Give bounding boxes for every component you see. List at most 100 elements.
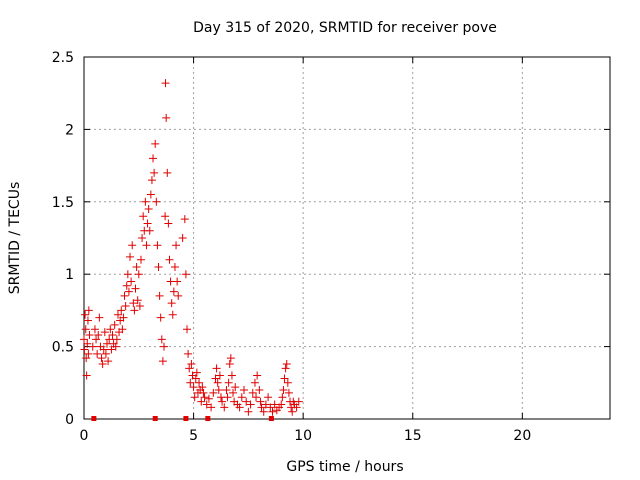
data-point [261, 400, 270, 409]
data-point [149, 154, 158, 163]
data-point [155, 291, 164, 300]
data-point [259, 407, 268, 416]
data-point [80, 345, 89, 354]
data-point [246, 400, 255, 409]
data-point [151, 139, 160, 148]
data-point [174, 291, 183, 300]
data-point [161, 79, 170, 88]
data-point [123, 270, 132, 279]
data-point [279, 386, 288, 395]
data-point [124, 287, 133, 296]
y-tick-label: 1 [65, 267, 74, 283]
x-tick-label: 20 [513, 428, 531, 444]
data-point [158, 357, 167, 366]
y-tick-label: 2.5 [52, 50, 74, 66]
data-point [156, 313, 165, 322]
data-point [159, 342, 168, 351]
data-point [82, 371, 91, 380]
data-point [189, 383, 198, 392]
data-point [237, 393, 246, 402]
data-point [209, 388, 218, 397]
data-point [165, 255, 174, 264]
data-point [278, 393, 287, 402]
x-axis-ticks: 0 5 10 15 20 [80, 57, 531, 444]
data-point [106, 325, 115, 334]
data-point [191, 374, 200, 383]
data-point [198, 383, 207, 392]
y-tick-label: 0 [65, 412, 74, 428]
data-point [88, 342, 97, 351]
data-point [134, 270, 143, 279]
data-point [133, 296, 142, 305]
data-point [139, 212, 148, 221]
data-point [169, 287, 178, 296]
y-tick-label: 0.5 [52, 340, 74, 356]
data-point [256, 397, 265, 406]
data-point [173, 277, 182, 286]
data-point [80, 335, 88, 344]
data-point [253, 371, 262, 380]
data-point [141, 197, 150, 206]
data-point [121, 302, 130, 311]
data-point [150, 168, 159, 177]
zero-data-point [152, 416, 158, 421]
data-point [225, 359, 234, 368]
data-point [168, 310, 177, 319]
data-point [294, 397, 303, 406]
data-point [197, 397, 206, 406]
data-point [186, 378, 195, 387]
data-point [146, 190, 155, 199]
data-point [211, 374, 220, 383]
data-point [204, 394, 213, 403]
x-tick-label: 0 [80, 428, 89, 444]
data-points [80, 79, 303, 421]
data-point [117, 306, 126, 315]
data-point [128, 241, 137, 250]
data-point [145, 226, 154, 235]
data-point [162, 113, 171, 122]
data-point [283, 378, 292, 387]
data-point [268, 407, 277, 416]
data-point [277, 400, 286, 409]
data-point [90, 325, 99, 334]
data-point [101, 349, 110, 358]
data-point [95, 313, 104, 322]
data-point [239, 386, 248, 395]
data-point [130, 306, 139, 315]
data-point [104, 357, 113, 366]
data-point [222, 386, 231, 395]
zero-data-point [268, 416, 274, 421]
zero-data-point [183, 416, 189, 421]
data-point [122, 281, 131, 290]
data-point [180, 215, 189, 224]
data-point [199, 388, 208, 397]
x-tick-label: 5 [189, 428, 198, 444]
data-point [200, 393, 209, 402]
data-point [215, 371, 224, 380]
data-point [202, 400, 211, 409]
data-point [252, 393, 261, 402]
y-tick-label: 1.5 [52, 195, 74, 211]
zero-data-point [205, 416, 211, 421]
y-axis-ticks: 0 0.5 1 1.5 2 2.5 [52, 50, 610, 428]
data-point [157, 335, 166, 344]
data-point [105, 335, 114, 344]
y-axis-label: SRMTID / TECUs [7, 182, 23, 295]
data-point [257, 403, 266, 412]
data-point [172, 241, 181, 250]
data-point [119, 313, 128, 322]
data-point [187, 359, 196, 368]
data-point [213, 378, 222, 387]
data-point [144, 205, 153, 214]
data-point [248, 388, 257, 397]
chart-title: Day 315 of 2020, SRMTID for receiver pov… [193, 20, 497, 36]
data-point [135, 302, 144, 311]
data-point [143, 219, 152, 228]
data-point [223, 393, 232, 402]
data-point [212, 364, 221, 373]
x-axis-label: GPS time / hours [286, 459, 403, 475]
data-point [129, 299, 138, 308]
data-point [235, 403, 244, 412]
data-point [229, 388, 238, 397]
